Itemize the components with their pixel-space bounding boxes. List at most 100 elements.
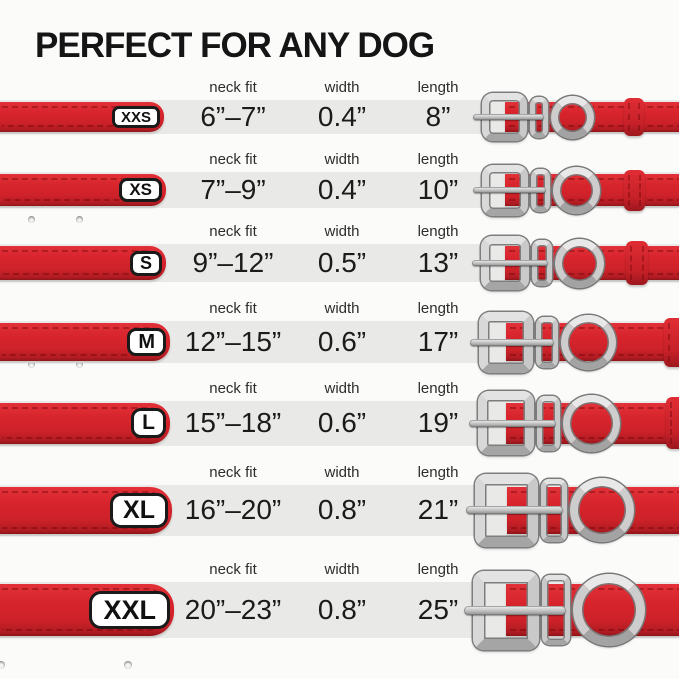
width-value: 0.4” <box>317 101 367 132</box>
d-ring-icon <box>561 314 616 370</box>
d-ring-icon <box>553 166 600 214</box>
stitching <box>511 490 679 529</box>
collar-strap-right <box>505 102 679 132</box>
stitching <box>510 327 679 356</box>
metal-keeper-icon <box>531 168 550 212</box>
stitching <box>628 103 640 131</box>
column-header-neck-fit: neck fit <box>209 561 257 578</box>
length-value: 19” <box>417 407 459 438</box>
buckle-pin-icon <box>473 114 544 120</box>
column-header-neck-fit: neck fit <box>209 151 257 168</box>
collar-strap-right <box>506 584 679 636</box>
stitching <box>2 327 163 356</box>
size-badge: S <box>129 250 162 276</box>
neck-fit-value: 16”–20” <box>184 494 282 525</box>
width-value: 0.5” <box>317 247 367 278</box>
stitching <box>2 588 167 631</box>
buckle-frame-icon <box>482 164 528 216</box>
metal-keeper-icon <box>541 478 567 542</box>
size-label: XXL <box>103 594 156 625</box>
collar-strap-right <box>506 323 679 361</box>
metal-keeper-icon <box>542 575 570 645</box>
collar-keeper-loop <box>664 317 679 367</box>
width-value: 0.8” <box>317 594 367 625</box>
neck-fit-value: 15”–18” <box>184 407 282 438</box>
row-band <box>0 400 679 446</box>
stitching <box>510 406 679 439</box>
length-value: 8” <box>425 101 451 132</box>
collar-hole <box>124 661 132 669</box>
size-label: S <box>139 252 152 273</box>
collar-strap-right <box>507 486 679 534</box>
d-ring-icon <box>555 238 604 288</box>
length-value: 13” <box>417 247 459 278</box>
column-header-length: length <box>417 463 459 481</box>
collar-strap-left <box>0 323 170 669</box>
neck-fit-value: 12”–15” <box>184 326 282 357</box>
size-label: L <box>142 411 155 434</box>
collar-strap-right <box>505 174 679 206</box>
stitching <box>510 588 679 631</box>
buckle-frame-icon <box>482 93 527 141</box>
size-badge: XL <box>110 492 168 528</box>
collar-strap-left <box>0 174 166 368</box>
row-band <box>0 582 679 638</box>
column-header-width: width <box>324 379 360 397</box>
width-value: 0.6” <box>317 326 367 357</box>
stitching <box>630 246 644 280</box>
stitching <box>628 174 641 206</box>
column-header-width: width <box>324 561 360 578</box>
row-band <box>0 172 679 208</box>
column-header-length: length <box>417 561 459 578</box>
buckle-pin-icon <box>473 187 546 193</box>
stitching <box>2 106 157 127</box>
stitching <box>509 250 679 275</box>
column-header-width: width <box>324 223 360 240</box>
buckle-pin-icon <box>472 260 548 266</box>
row-band <box>0 321 679 363</box>
column-header-width: width <box>324 151 360 168</box>
collar-keeper-loop <box>666 397 679 449</box>
stitching <box>668 322 679 362</box>
d-ring-icon <box>551 95 594 139</box>
column-header-neck-fit: neck fit <box>209 379 257 397</box>
stitching <box>2 406 163 439</box>
collar-keeper-loop <box>624 98 644 136</box>
d-ring-icon <box>573 574 645 646</box>
size-badge: M <box>127 328 166 356</box>
size-label: M <box>138 330 155 353</box>
collar-hole <box>75 360 83 368</box>
metal-keeper-icon <box>530 96 548 138</box>
buckle-pin-icon <box>464 605 566 615</box>
column-header-neck-fit: neck fit <box>209 223 257 240</box>
collar-hole <box>75 215 83 223</box>
column-header-width: width <box>324 463 360 481</box>
stitching <box>509 106 679 127</box>
collar-keeper-loop <box>624 169 645 211</box>
d-ring-icon <box>563 394 620 452</box>
metal-keeper-icon <box>537 395 560 451</box>
row-band <box>0 484 679 536</box>
column-header-length: length <box>417 379 459 397</box>
stitching <box>2 178 159 201</box>
length-value: 17” <box>417 326 459 357</box>
collar-strap-left <box>0 584 174 636</box>
collar-keeper-loop <box>626 241 648 285</box>
row-band <box>0 100 679 134</box>
buckle-pin-icon <box>469 419 556 427</box>
column-header-neck-fit: neck fit <box>209 300 257 317</box>
collar-hole <box>27 215 35 223</box>
width-value: 0.8” <box>317 494 367 525</box>
stitching <box>509 178 679 201</box>
neck-fit-value: 7”–9” <box>200 174 266 205</box>
collar-strap-left <box>0 402 170 444</box>
collar-strap-left <box>0 246 166 513</box>
column-header-length: length <box>417 223 459 240</box>
